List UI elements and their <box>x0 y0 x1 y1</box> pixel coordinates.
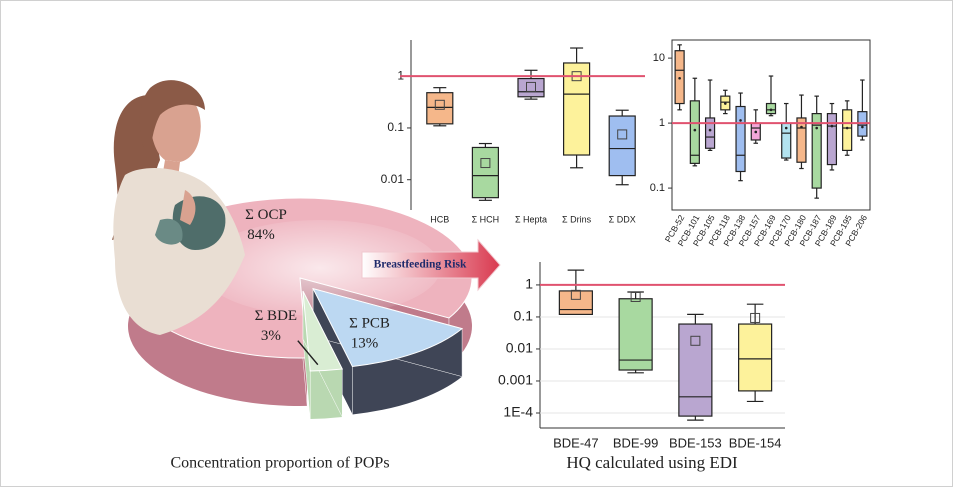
mean-marker <box>739 119 742 122</box>
x-tick-label: BDE-99 <box>613 435 659 450</box>
x-tick-label: Σ Hepta <box>515 214 547 224</box>
x-tick-label: HCB <box>430 214 449 224</box>
x-tick-label: BDE-153 <box>669 435 722 450</box>
x-tick-label: BDE-154 <box>729 435 782 450</box>
pie-value-label: 84% <box>247 227 275 243</box>
mean-marker <box>694 129 697 132</box>
box <box>739 324 772 391</box>
y-tick-label: 1E-4 <box>503 404 533 420</box>
mean-marker <box>724 102 727 105</box>
y-tick-label: 0.01 <box>381 172 405 186</box>
y-tick-label: 1 <box>525 276 533 292</box>
arrow-label: Breastfeeding Risk <box>374 259 467 271</box>
x-tick-label: Σ Drins <box>562 214 592 224</box>
pie-value-label: 13% <box>351 335 379 351</box>
y-tick-label: 0.01 <box>506 340 533 356</box>
box <box>797 118 806 162</box>
box <box>472 147 498 197</box>
pie-category-label: Σ OCP <box>245 207 287 223</box>
x-tick-label: Σ HCH <box>472 214 500 224</box>
mean-marker <box>754 131 757 134</box>
mean-marker <box>831 125 834 128</box>
mean-marker <box>770 109 773 112</box>
y-tick-label: 0.1 <box>387 120 404 134</box>
box <box>843 110 852 151</box>
y-tick-label: 0.1 <box>514 308 534 324</box>
box-plot: 1010.1PCB-52PCB-101PCB-105PCB-118PCB-138… <box>650 40 870 248</box>
y-tick-label: 10 <box>653 52 665 64</box>
pie-category-label: Σ PCB <box>349 315 390 331</box>
mean-marker <box>785 127 788 130</box>
pie-category-label: Σ BDE <box>255 308 297 324</box>
caption: Concentration proportion of POPs <box>170 455 389 472</box>
y-tick-label: 0.1 <box>650 182 665 194</box>
box <box>827 114 836 165</box>
box <box>736 107 745 172</box>
box <box>427 93 453 124</box>
plot-frame <box>672 40 870 210</box>
mean-marker <box>678 77 681 80</box>
x-tick-label: BDE-47 <box>553 435 599 450</box>
x-tick-label: Σ DDX <box>609 214 636 224</box>
mean-marker <box>861 126 864 129</box>
pie-value-label: 3% <box>261 328 281 344</box>
box <box>619 299 652 370</box>
box <box>690 101 699 164</box>
box <box>679 324 712 416</box>
y-tick-label: 0.001 <box>498 372 533 388</box>
caption: HQ calculated using EDI <box>566 453 738 472</box>
mean-marker <box>800 126 803 129</box>
box <box>559 291 592 314</box>
figure: Σ OCP 84% Σ PCB 13% Σ BDE 3% Breastfeeding Ri… <box>0 0 953 487</box>
y-tick-label: 1 <box>659 117 665 129</box>
box-plot: 1 0.1 0.01 0.001 1E-4 BDE-47 BDE-99 BDE-153 BDE-… <box>498 262 785 450</box>
mean-marker <box>815 127 818 130</box>
mean-marker <box>709 129 712 132</box>
mean-marker <box>846 127 849 130</box>
box <box>609 116 635 176</box>
box <box>518 79 544 97</box>
